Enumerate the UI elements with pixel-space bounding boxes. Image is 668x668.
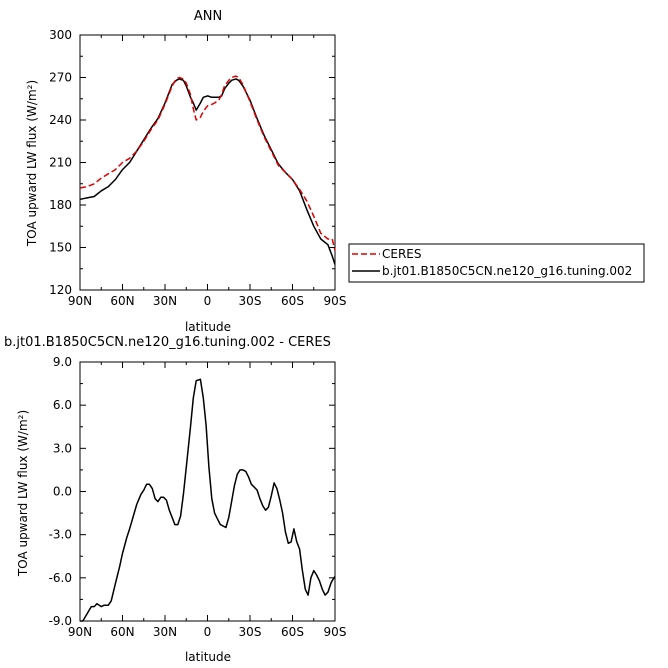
bottom-y-tick-label: 3.0 xyxy=(53,441,72,455)
bottom-y-tick-label: -3.0 xyxy=(49,528,72,542)
top-x-tick-label: 0 xyxy=(204,294,212,308)
top-y-tick-label: 180 xyxy=(49,198,72,212)
top-panel-legend: CERES b.jt01.B1850C5CN.ne120_g16.tuning.… xyxy=(348,243,645,283)
top-panel-title: ANN xyxy=(194,9,222,24)
bottom-y-tick-label: -6.0 xyxy=(49,571,72,585)
bottom-panel-title: b.jt01.B1850C5CN.ne120_g16.tuning.002 - … xyxy=(4,335,331,350)
bottom-plot-frame xyxy=(79,361,336,622)
bottom-x-tick-label: 60S xyxy=(281,625,304,639)
top-y-tick-label: 240 xyxy=(49,113,72,127)
bottom-y-tick-label: 0.0 xyxy=(53,485,72,499)
bottom-plot-area: -9.0 -6.0 -3.0 0.0 3.0 6.0 9.0 90N 60N 30N 0 30S 60S… xyxy=(49,355,347,639)
top-y-tick-label: 150 xyxy=(49,241,72,255)
top-panel-y-axis-label: TOA upward LW flux (W/m²) xyxy=(25,80,39,247)
top-y-tick-label: 300 xyxy=(49,28,72,42)
bottom-y-tick-label: 6.0 xyxy=(53,398,72,412)
top-y-tick-label: 270 xyxy=(49,71,72,85)
bottom-x-tick-label: 90N xyxy=(68,625,92,639)
bottom-x-tick-label: 90S xyxy=(324,625,347,639)
top-y-tick-label: 120 xyxy=(49,283,72,297)
legend-box xyxy=(348,243,645,283)
bottom-x-tick-label: 30N xyxy=(153,625,177,639)
bottom-series-line-difference xyxy=(80,378,336,622)
bottom-x-tick-label: 60N xyxy=(110,625,134,639)
top-x-tick-label: 60N xyxy=(110,294,134,308)
bottom-panel-x-axis-label: latitude xyxy=(185,650,231,664)
top-plot-frame xyxy=(79,34,336,291)
top-x-tick-label: 30N xyxy=(153,294,177,308)
top-x-tick-label: 30S xyxy=(239,294,262,308)
bottom-x-tick-label: 0 xyxy=(204,625,212,639)
legend-label-model: b.jt01.B1850C5CN.ne120_g16.tuning.002 xyxy=(382,264,632,278)
top-x-tick-label: 60S xyxy=(281,294,304,308)
top-plot-area: 120 150 180 210 240 270 300 90N 60N 30N 0 30S 60S 90S xyxy=(49,28,346,308)
bottom-x-tick-label: 30S xyxy=(239,625,262,639)
top-y-tick-label: 210 xyxy=(49,156,72,170)
top-x-tick-label: 90N xyxy=(68,294,92,308)
top-x-tick-label: 90S xyxy=(324,294,347,308)
bottom-y-tick-label: 9.0 xyxy=(53,355,72,369)
bottom-panel: b.jt01.B1850C5CN.ne120_g16.tuning.002 - … xyxy=(4,335,346,664)
bottom-panel-y-axis-label: TOA upward LW flux (W/m²) xyxy=(16,410,30,577)
top-series-line-ceres xyxy=(79,75,336,251)
top-panel: ANN 120 150 180 210 240 270 300 90N 60N 30N 0 30S 60… xyxy=(25,9,645,334)
bottom-y-tick-label: -9.0 xyxy=(49,614,72,628)
legend-label-ceres: CERES xyxy=(382,247,422,261)
top-panel-x-axis-label: latitude xyxy=(185,320,231,334)
